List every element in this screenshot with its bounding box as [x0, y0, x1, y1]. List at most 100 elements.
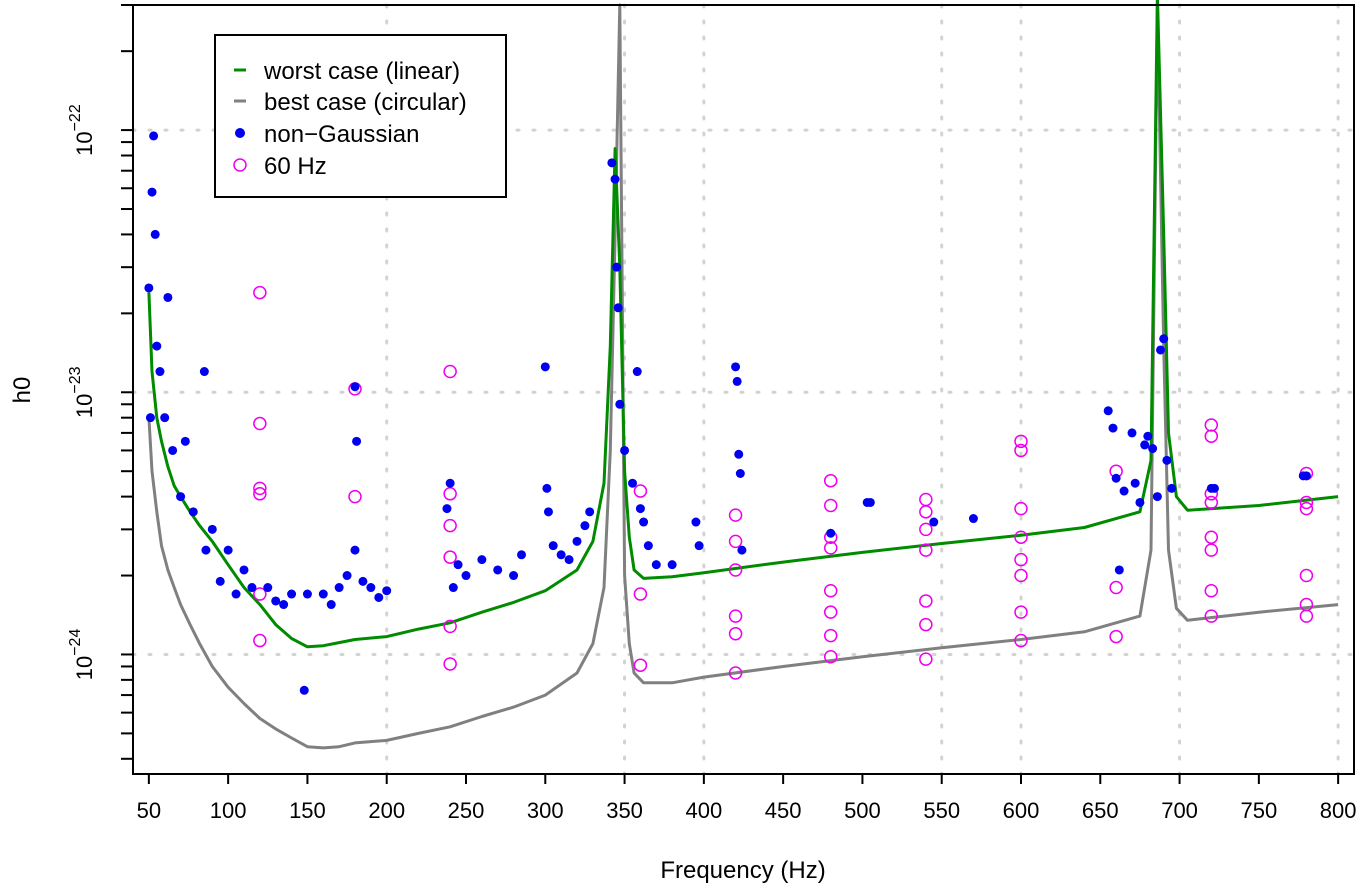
point-non-gaussian — [350, 545, 360, 555]
point-non-gaussian — [542, 483, 552, 493]
x-tick-label: 250 — [448, 798, 485, 823]
point-non-gaussian — [543, 507, 553, 517]
point-non-gaussian — [374, 592, 384, 602]
point-non-gaussian — [1114, 565, 1124, 575]
series-line-best-case — [147, 3, 1339, 750]
point-non-gaussian — [207, 524, 217, 534]
point-non-gaussian — [239, 565, 249, 575]
point-non-gaussian — [144, 283, 154, 293]
point-non-gaussian — [366, 583, 376, 593]
point-non-gaussian — [1148, 444, 1158, 454]
point-non-gaussian — [342, 571, 352, 581]
point-non-gaussian — [585, 507, 595, 517]
legend-label-60hz: 60 Hz — [264, 153, 327, 180]
point-non-gaussian — [168, 445, 178, 455]
y-tick-label: 10−23 — [67, 366, 97, 418]
x-tick-label: 150 — [289, 798, 326, 823]
point-non-gaussian — [548, 541, 558, 551]
point-non-gaussian — [1135, 497, 1145, 507]
point-non-gaussian — [615, 399, 625, 409]
point-non-gaussian — [1162, 455, 1172, 465]
x-tick-label: 400 — [685, 798, 722, 823]
point-60hz — [1014, 501, 1028, 516]
point-non-gaussian — [639, 517, 649, 527]
point-60hz — [728, 534, 743, 549]
point-non-gaussian — [271, 596, 281, 606]
point-non-gaussian — [279, 600, 289, 610]
point-non-gaussian — [1108, 423, 1118, 433]
point-60hz — [823, 541, 838, 555]
point-60hz — [728, 609, 743, 623]
point-non-gaussian — [163, 292, 173, 302]
plot-frame — [132, 4, 1355, 775]
point-non-gaussian — [691, 517, 701, 527]
series-layer — [144, 0, 1339, 750]
point-60hz — [1014, 568, 1028, 583]
grid — [131, 3, 1356, 776]
point-60hz — [253, 285, 267, 300]
point-60hz — [443, 619, 457, 634]
y-axis: 10−24 10−23 10−22 — [67, 4, 133, 760]
point-non-gaussian — [493, 565, 503, 575]
point-60hz — [728, 563, 743, 577]
point-non-gaussian — [299, 685, 309, 695]
point-60hz — [1014, 633, 1028, 648]
point-60hz — [728, 626, 743, 641]
x-tick-label: 650 — [1082, 798, 1119, 823]
point-60hz — [348, 489, 362, 504]
point-non-gaussian — [176, 492, 186, 502]
point-non-gaussian — [231, 589, 241, 599]
legend-label-best-case: best case (circular) — [264, 89, 467, 116]
point-non-gaussian — [1111, 473, 1121, 483]
legend-box — [214, 34, 507, 198]
point-60hz — [443, 518, 457, 533]
legend-swatch-60hz — [233, 158, 247, 172]
y-tick-label: 10−24 — [67, 629, 97, 681]
point-non-gaussian — [540, 362, 550, 372]
point-60hz — [1299, 568, 1314, 583]
x-tick-label: 450 — [765, 798, 802, 823]
point-non-gaussian — [223, 545, 233, 555]
point-non-gaussian — [150, 229, 160, 239]
x-tick-label: 800 — [1320, 798, 1357, 823]
point-non-gaussian — [1301, 471, 1311, 481]
point-non-gaussian — [731, 362, 741, 372]
x-axis-title: Frequency (Hz) — [660, 857, 825, 884]
point-non-gaussian — [334, 583, 344, 593]
point-60hz — [823, 473, 838, 488]
point-non-gaussian — [199, 367, 209, 377]
series-line-worst-case — [147, 0, 1339, 649]
point-non-gaussian — [620, 445, 630, 455]
y-tick-label: 10−22 — [67, 104, 97, 156]
point-non-gaussian — [612, 262, 622, 272]
point-non-gaussian — [155, 367, 165, 377]
point-non-gaussian — [318, 589, 328, 599]
point-non-gaussian — [180, 436, 190, 446]
point-non-gaussian — [732, 376, 742, 386]
point-60hz — [823, 583, 838, 598]
point-60hz — [633, 484, 648, 498]
point-60hz — [919, 505, 933, 519]
point-non-gaussian — [445, 478, 455, 488]
point-60hz — [1109, 629, 1123, 644]
x-tick-label: 700 — [1161, 798, 1198, 823]
point-non-gaussian — [968, 514, 978, 524]
point-60hz — [1109, 580, 1123, 595]
point-60hz — [823, 650, 838, 664]
point-60hz — [919, 594, 933, 608]
point-60hz — [1204, 429, 1219, 443]
point-60hz — [1299, 609, 1314, 623]
point-non-gaussian — [509, 571, 519, 581]
x-tick-label: 200 — [368, 798, 405, 823]
point-60hz — [919, 543, 933, 557]
legend: worst case (linear) best case (circular)… — [214, 34, 507, 198]
point-60hz — [728, 508, 743, 522]
x-tick-label: 300 — [527, 798, 564, 823]
x-tick-label: 600 — [1003, 798, 1040, 823]
point-60hz — [1204, 495, 1219, 510]
point-non-gaussian — [607, 158, 617, 168]
point-non-gaussian — [453, 560, 463, 570]
point-60hz — [823, 498, 838, 513]
point-non-gaussian — [145, 413, 155, 423]
